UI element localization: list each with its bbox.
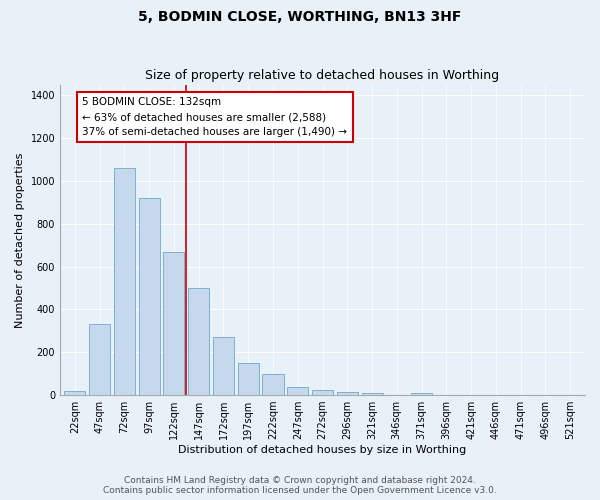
Bar	[312, 390, 333, 395]
Text: 5, BODMIN CLOSE, WORTHING, BN13 3HF: 5, BODMIN CLOSE, WORTHING, BN13 3HF	[139, 10, 461, 24]
Bar	[287, 386, 308, 395]
Bar	[411, 392, 432, 395]
X-axis label: Distribution of detached houses by size in Worthing: Distribution of detached houses by size …	[178, 445, 467, 455]
Bar	[262, 374, 284, 395]
Bar	[163, 252, 184, 395]
Text: Contains HM Land Registry data © Crown copyright and database right 2024.
Contai: Contains HM Land Registry data © Crown c…	[103, 476, 497, 495]
Bar	[89, 324, 110, 395]
Bar	[362, 393, 383, 395]
Bar	[139, 198, 160, 395]
Title: Size of property relative to detached houses in Worthing: Size of property relative to detached ho…	[145, 69, 500, 82]
Bar	[64, 391, 85, 395]
Bar	[238, 363, 259, 395]
Bar	[188, 288, 209, 395]
Y-axis label: Number of detached properties: Number of detached properties	[15, 152, 25, 328]
Bar	[213, 338, 234, 395]
Bar	[114, 168, 135, 395]
Bar	[337, 392, 358, 395]
Text: 5 BODMIN CLOSE: 132sqm
← 63% of detached houses are smaller (2,588)
37% of semi-: 5 BODMIN CLOSE: 132sqm ← 63% of detached…	[82, 98, 347, 137]
